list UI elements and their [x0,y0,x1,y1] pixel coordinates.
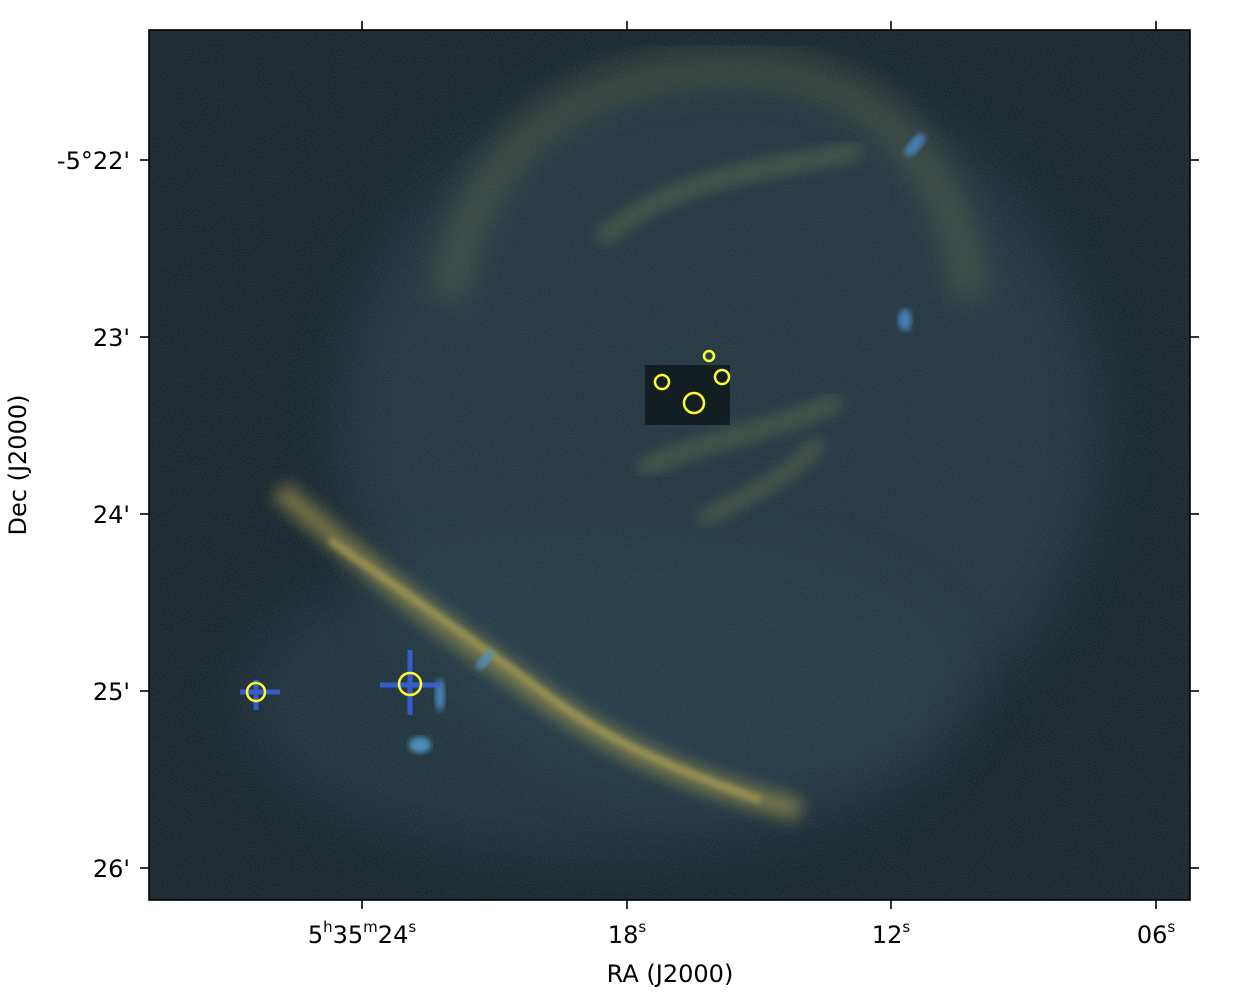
image-noise [149,30,1190,900]
nebula-image [149,30,1190,900]
dec-tick-label: 24' [93,501,130,529]
source-marker [397,671,423,697]
ra-tick-label: 06s [1137,918,1176,949]
axis-ticks [140,21,1199,909]
y-axis-title: Dec (J2000) [4,395,32,536]
dec-tick-label: 25' [93,678,130,706]
dec-tick-label: 23' [93,324,130,352]
source-marker [245,681,267,703]
source-marker [713,368,731,386]
ra-tick-label: 12s [872,918,911,949]
source-marker [653,373,671,391]
plot-frame [148,29,1191,901]
ra-tick-label: 18s [608,918,647,949]
dec-tick-label: 26' [93,855,130,883]
dec-tick-label: -5°22' [57,147,130,175]
x-axis-title: RA (J2000) [607,960,734,988]
source-marker [702,349,716,363]
source-marker [682,391,706,415]
ra-tick-label: 5h35m24s [308,918,417,949]
source-markers [245,349,731,703]
